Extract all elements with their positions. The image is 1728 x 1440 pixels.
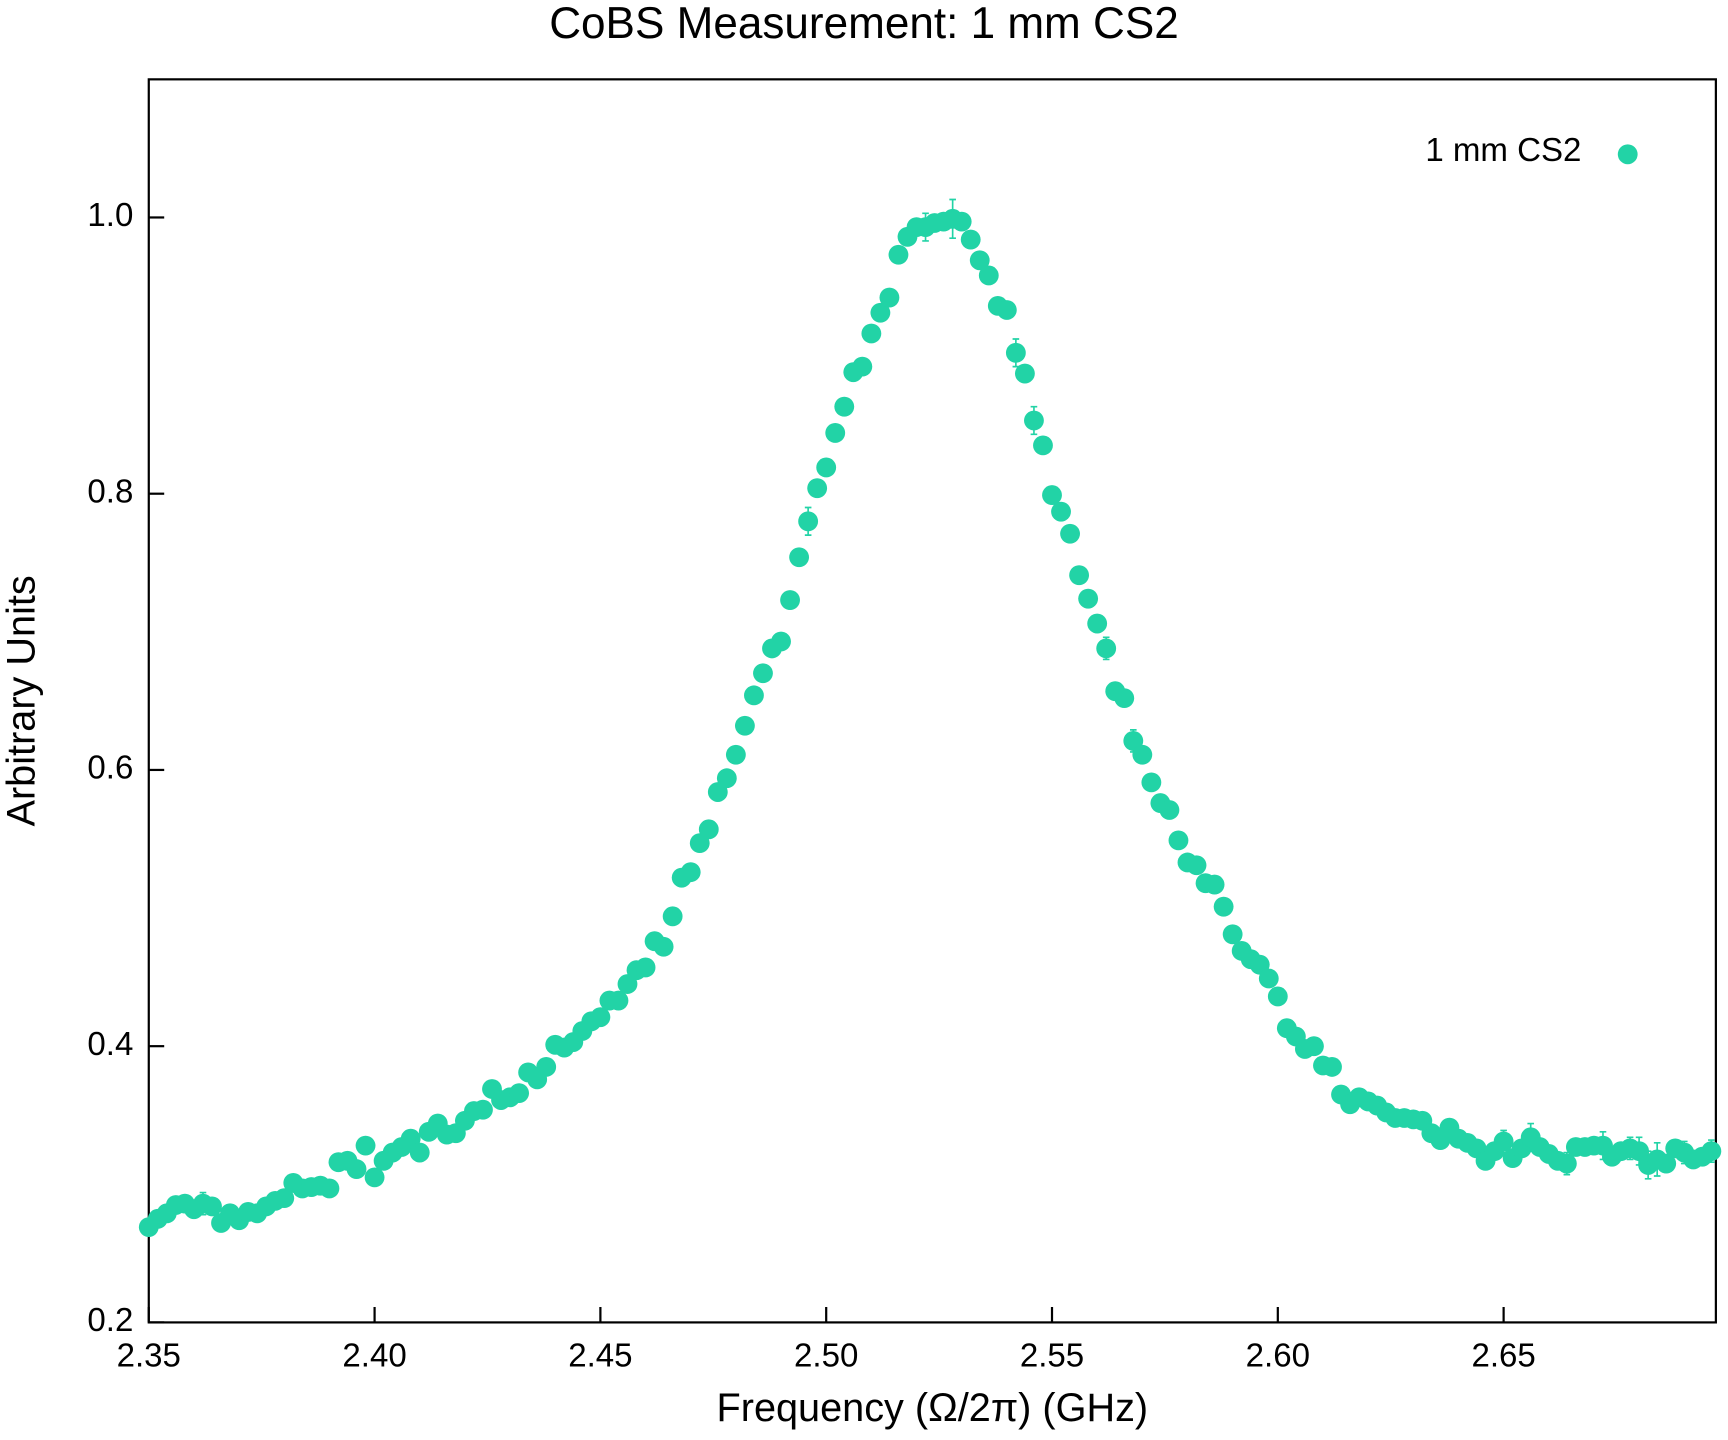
x-tick-label: 2.55 — [1020, 1337, 1084, 1374]
data-point — [1060, 523, 1080, 544]
y-axis-label: Arbitrary Units — [0, 575, 44, 826]
data-point — [1556, 1153, 1577, 1174]
data-point — [1005, 342, 1026, 363]
data-point — [1304, 1036, 1324, 1057]
data-point — [1069, 565, 1090, 586]
data-point — [734, 715, 755, 736]
data-point — [870, 302, 891, 323]
data-point — [888, 244, 909, 265]
y-tick-label: 0.8 — [87, 473, 133, 510]
data-point — [1159, 800, 1180, 820]
data-point — [960, 229, 981, 250]
data-point — [816, 457, 837, 478]
data-point — [1132, 744, 1153, 765]
x-tick-label: 2.35 — [117, 1337, 181, 1374]
y-tick-label: 0.2 — [87, 1302, 133, 1339]
x-tick-label: 2.50 — [794, 1337, 858, 1374]
data-point — [1267, 986, 1288, 1007]
data-point — [355, 1135, 376, 1156]
data-point — [951, 211, 972, 232]
plot-frame — [147, 78, 1717, 1324]
data-point — [825, 423, 846, 443]
data-point — [364, 1167, 385, 1188]
data-point — [536, 1056, 557, 1077]
data-point — [1222, 924, 1243, 945]
data-point — [753, 663, 773, 684]
y-tick-label: 1.0 — [87, 197, 133, 234]
x-tick-label: 2.60 — [1246, 1337, 1310, 1374]
data-point — [969, 250, 990, 271]
data-point — [852, 356, 873, 377]
data-point — [834, 396, 855, 417]
legend-label: 1 mm CS2 — [1425, 132, 1581, 169]
data-point — [590, 1007, 611, 1028]
data-point — [1042, 485, 1062, 506]
data-point — [662, 906, 683, 927]
data-point — [861, 323, 882, 344]
data-point — [798, 511, 819, 532]
data-point — [653, 936, 674, 957]
data-point — [346, 1159, 367, 1180]
x-tick-label: 2.45 — [568, 1337, 632, 1374]
data-point — [1141, 772, 1162, 793]
data-point — [978, 265, 999, 286]
data-point — [1096, 638, 1117, 659]
data-point — [274, 1188, 295, 1209]
data-point — [716, 768, 737, 789]
data-point — [1078, 588, 1099, 609]
data-point — [509, 1083, 530, 1104]
chart-title: CoBS Measurement: 1 mm CS2 — [549, 0, 1179, 48]
data-point — [1051, 501, 1071, 522]
data-point — [1033, 435, 1053, 456]
data-point — [1701, 1141, 1722, 1162]
x-tick-label: 2.65 — [1471, 1337, 1535, 1374]
data-point — [1024, 410, 1044, 431]
data-point — [1014, 363, 1035, 384]
data-point — [1186, 855, 1207, 876]
data-point — [996, 300, 1017, 320]
data-point — [698, 819, 719, 840]
x-tick-label: 2.40 — [342, 1337, 406, 1374]
data-point — [771, 631, 791, 652]
data-point — [1213, 896, 1234, 917]
data-point — [780, 590, 800, 610]
legend-marker — [1617, 144, 1638, 165]
y-tick-label: 0.4 — [87, 1026, 133, 1063]
data-point — [1258, 968, 1279, 989]
data-point — [202, 1196, 222, 1217]
data-point — [1204, 874, 1225, 895]
data-point — [1114, 688, 1135, 709]
data-point — [807, 478, 828, 499]
data-point — [1656, 1153, 1677, 1174]
data-point — [789, 547, 810, 568]
data-point — [409, 1142, 430, 1163]
data-point — [879, 287, 900, 308]
data-point — [1493, 1131, 1514, 1152]
data-point — [725, 744, 746, 765]
data-point — [608, 990, 629, 1011]
y-tick-label: 0.6 — [87, 750, 133, 787]
data-point — [680, 862, 701, 883]
data-point — [744, 685, 764, 706]
x-axis-label: Frequency (Ω/2π) (GHz) — [717, 1386, 1149, 1430]
data-point — [319, 1178, 340, 1199]
data-point — [635, 957, 656, 978]
data-point — [473, 1099, 493, 1120]
data-point — [1087, 613, 1108, 634]
data-point — [1168, 830, 1189, 851]
data-point — [1322, 1056, 1342, 1077]
